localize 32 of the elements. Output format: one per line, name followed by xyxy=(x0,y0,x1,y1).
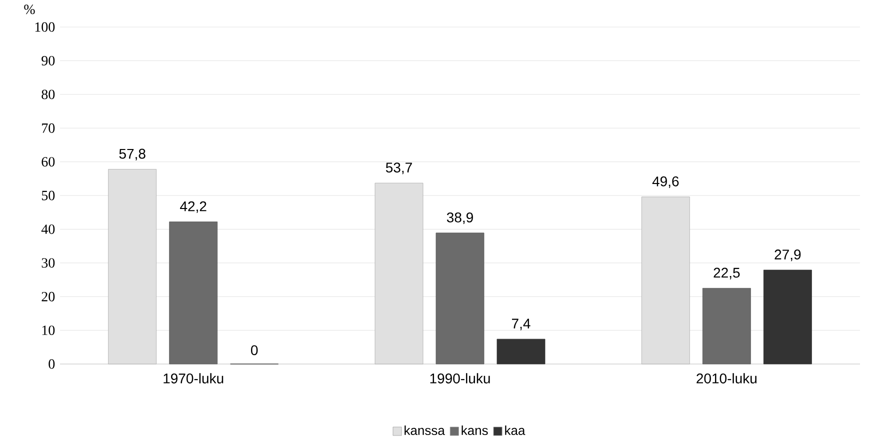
y-tick-label: 50 xyxy=(42,190,55,200)
y-tick-label: 0 xyxy=(48,359,55,369)
y-tick-label: 10 xyxy=(42,326,55,336)
y-tick-label: 90 xyxy=(42,56,55,66)
data-label: 22,5 xyxy=(714,268,740,280)
legend-label: kans xyxy=(462,426,488,436)
x-tick-label: 1990-luku xyxy=(430,373,490,384)
legend-label: kaa xyxy=(505,426,526,436)
y-tick-label: 80 xyxy=(42,90,55,100)
data-label: 53,7 xyxy=(386,162,412,174)
y-axis-title: % xyxy=(24,4,35,14)
data-label: 7,4 xyxy=(512,318,530,330)
legend-label: kanssa xyxy=(404,426,445,436)
bar xyxy=(436,232,484,364)
bar xyxy=(702,288,751,364)
data-label: 57,8 xyxy=(119,148,146,160)
data-label: 42,2 xyxy=(180,201,206,213)
x-tick-label: 1970-luku xyxy=(164,373,224,384)
data-label: 49,6 xyxy=(652,176,679,188)
data-label: 38,9 xyxy=(446,212,473,224)
data-label: 0 xyxy=(251,345,258,356)
bar xyxy=(763,270,812,364)
y-tick-label: 20 xyxy=(42,292,55,302)
data-label: 27,9 xyxy=(774,250,801,262)
bar xyxy=(496,338,546,364)
bar xyxy=(169,222,218,364)
y-tick-label: 60 xyxy=(42,157,55,167)
x-tick-label: 2010-luku xyxy=(696,373,756,384)
y-tick-label: 100 xyxy=(35,22,55,32)
y-tick-label: 40 xyxy=(41,224,55,234)
y-tick-label: 30 xyxy=(42,258,55,268)
y-tick-label: 70 xyxy=(42,123,55,133)
